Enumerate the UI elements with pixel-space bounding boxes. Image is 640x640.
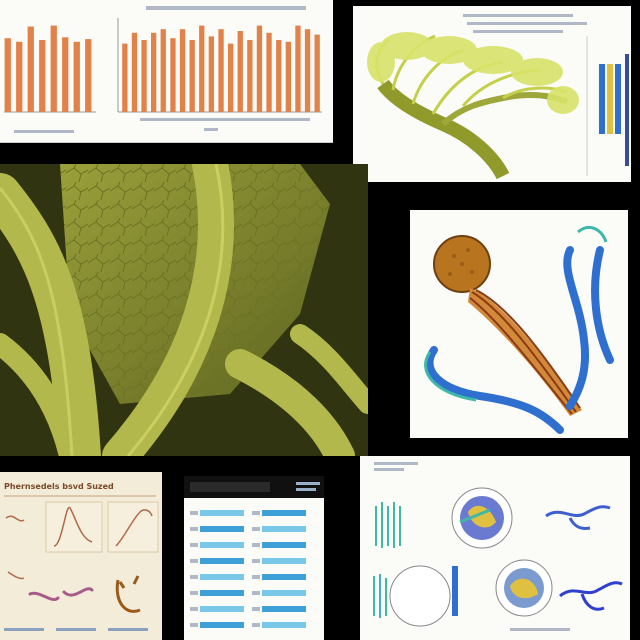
table-cell <box>262 622 306 628</box>
curve-sketches <box>4 495 159 631</box>
table-cell <box>262 526 306 532</box>
table-cell <box>262 542 306 548</box>
table-cell <box>200 542 244 548</box>
table-cell <box>200 622 244 628</box>
bar <box>39 40 46 112</box>
table-cell <box>262 510 306 516</box>
table-sheet <box>184 476 324 628</box>
bar <box>314 34 320 112</box>
bar <box>208 36 214 112</box>
bar <box>151 32 157 112</box>
tree-diagram <box>367 14 629 180</box>
bar <box>50 25 57 113</box>
bar <box>256 25 263 113</box>
bar <box>141 40 147 112</box>
fiber-diagram-panel <box>410 210 628 438</box>
table-cell <box>262 590 306 596</box>
bar <box>27 26 34 112</box>
table-label <box>252 511 260 515</box>
bar <box>122 43 128 112</box>
table-label <box>252 623 260 627</box>
bar <box>73 41 80 112</box>
table-label <box>252 559 260 563</box>
bar <box>218 29 224 113</box>
bar <box>266 32 272 112</box>
table-cell <box>200 606 244 612</box>
table-label <box>190 575 198 579</box>
bar <box>85 39 92 112</box>
table-label <box>190 623 198 627</box>
table-cell <box>200 510 244 516</box>
bar <box>199 25 205 113</box>
table-cell <box>200 590 244 596</box>
bar <box>62 37 69 112</box>
table-label <box>252 527 260 531</box>
table-label <box>190 591 198 595</box>
bar <box>247 40 253 112</box>
table-cell <box>200 574 244 580</box>
table-cell <box>200 526 244 532</box>
table-label <box>190 543 198 547</box>
tree-diagram-panel <box>353 6 631 182</box>
curves-panel: Phernsedels bsvd Suzed <box>0 472 162 640</box>
table-label <box>252 543 260 547</box>
bar <box>189 40 195 112</box>
table-label <box>190 511 198 515</box>
table-label <box>252 591 260 595</box>
bar <box>170 38 176 113</box>
bar <box>295 25 301 113</box>
bar <box>276 40 282 112</box>
bar <box>179 29 186 113</box>
bar-chart-panel <box>0 0 333 143</box>
curves-header: Phernsedels bsvd Suzed <box>4 482 114 491</box>
fiber-diagram <box>424 226 614 434</box>
circle-diagrams <box>373 462 623 631</box>
table-cell <box>262 606 306 612</box>
bar <box>228 43 234 112</box>
table-panel <box>184 476 324 640</box>
bar <box>16 41 23 112</box>
bar <box>304 29 311 113</box>
table-label <box>252 575 260 579</box>
table-label <box>190 607 198 611</box>
table-label <box>252 607 260 611</box>
circles-panel <box>360 456 630 640</box>
table-label <box>190 559 198 563</box>
bar-charts <box>4 6 322 133</box>
table-cell <box>200 558 244 564</box>
table-cell <box>262 558 306 564</box>
bar <box>131 32 138 112</box>
bar <box>237 31 243 112</box>
micrograph-photo <box>0 164 368 456</box>
bar <box>160 29 166 113</box>
table-label <box>190 527 198 531</box>
table-cell <box>262 574 306 580</box>
bar <box>285 41 291 112</box>
bar <box>4 38 11 113</box>
